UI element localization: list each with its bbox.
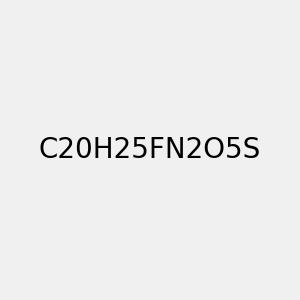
Text: C20H25FN2O5S: C20H25FN2O5S — [39, 136, 261, 164]
